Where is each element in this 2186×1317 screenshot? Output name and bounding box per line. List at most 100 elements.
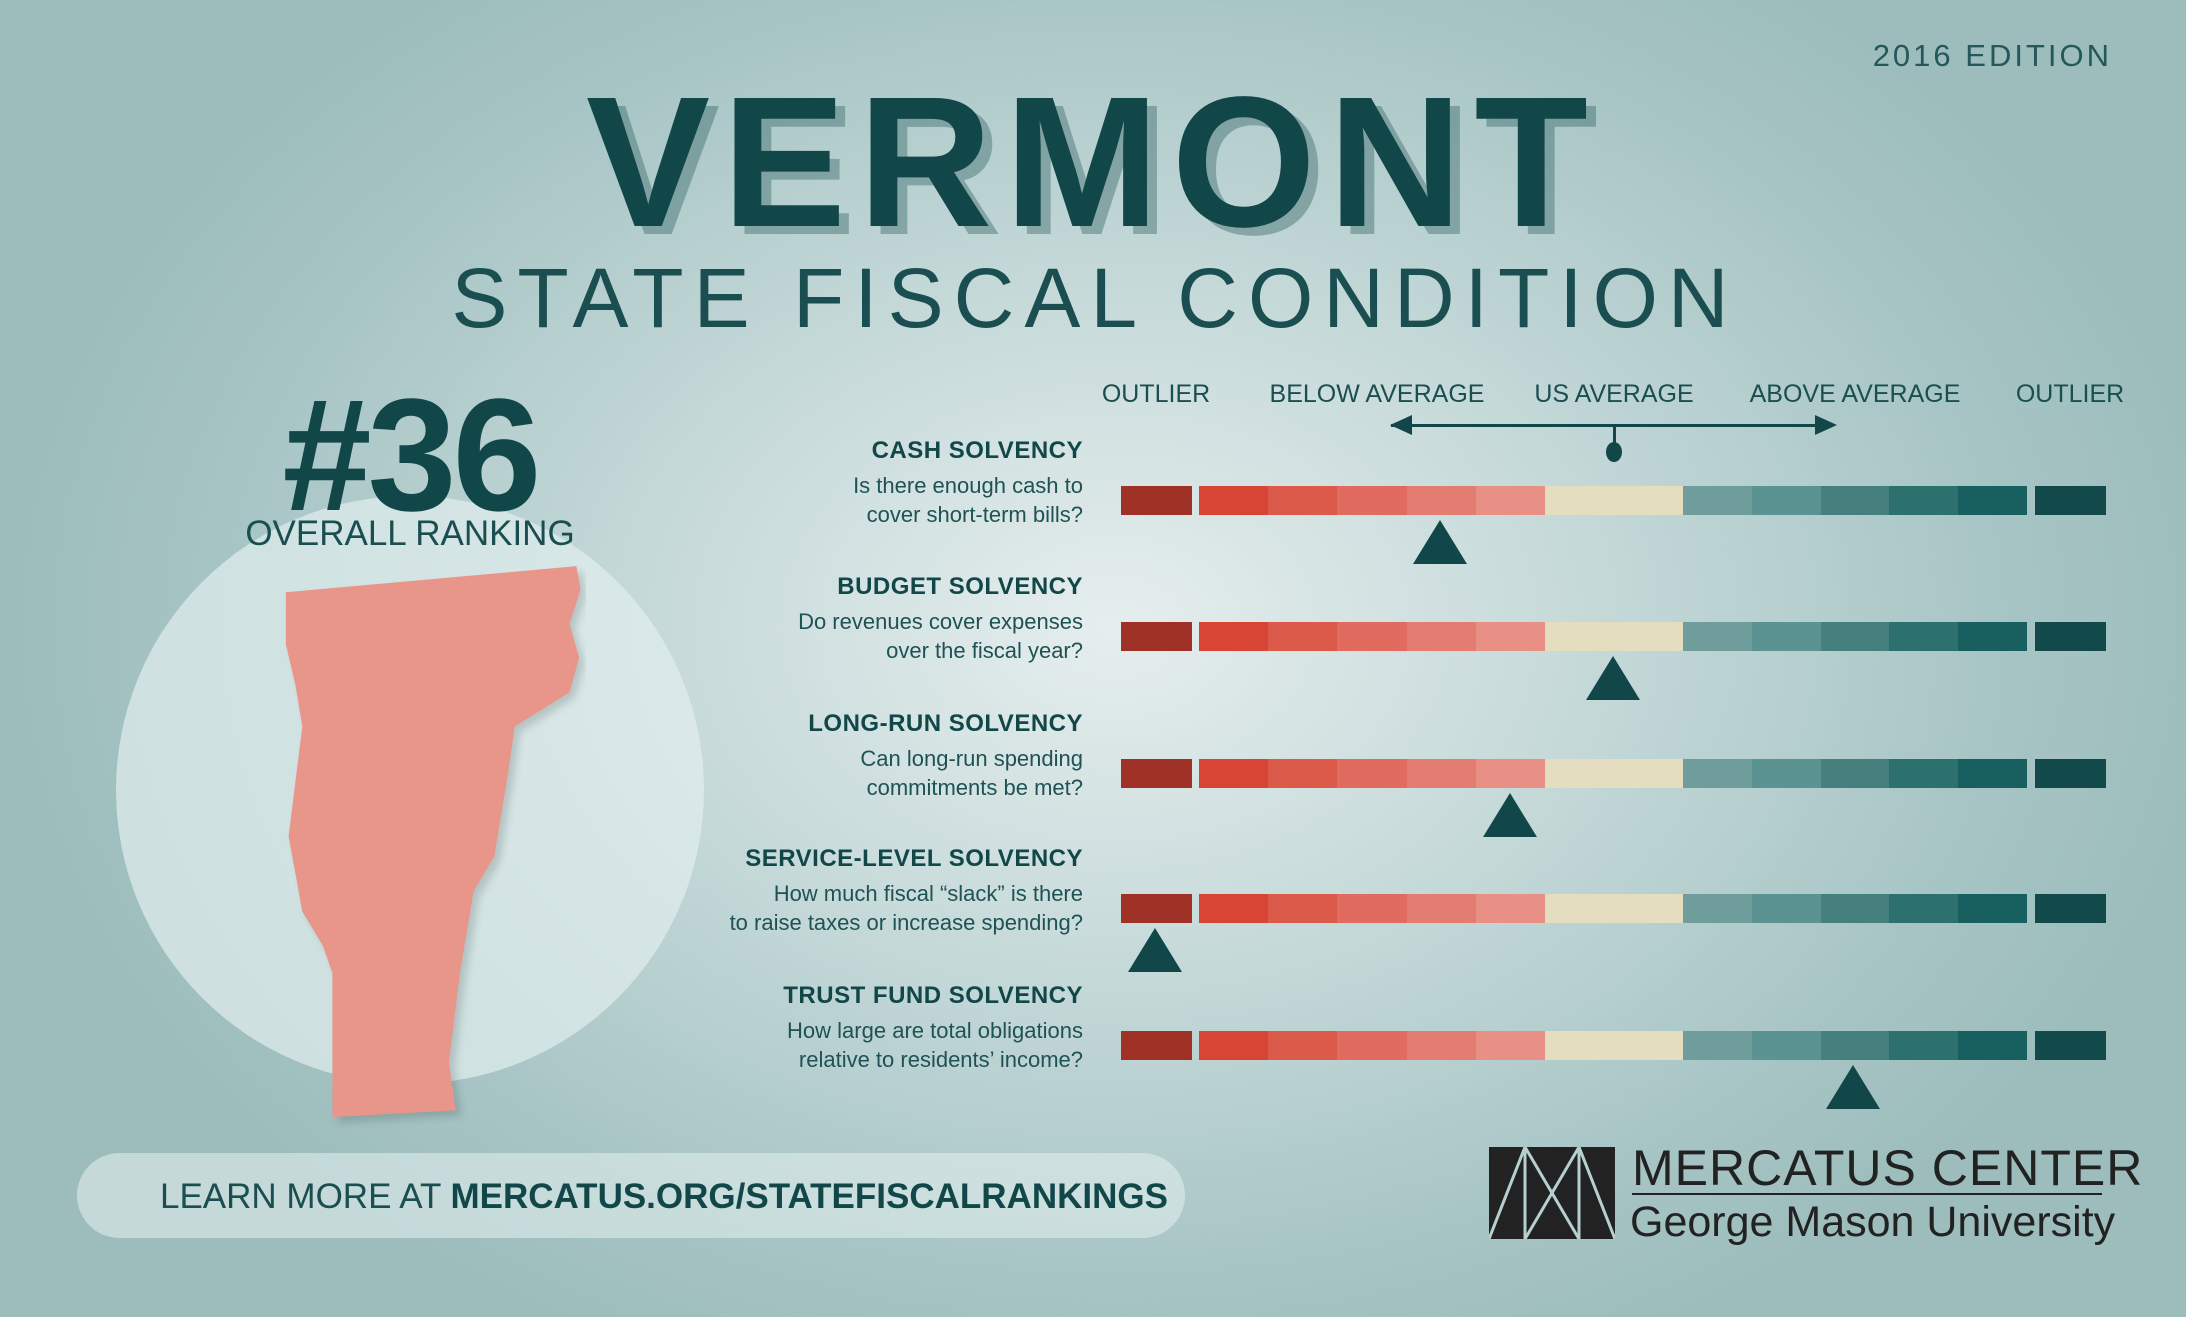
position-marker-triangle-icon bbox=[1586, 656, 1640, 700]
scale-segment bbox=[1958, 622, 2028, 651]
metric-row: CASH SOLVENCY Is there enough cash to cov… bbox=[0, 433, 2186, 564]
scale-segment bbox=[1545, 894, 1615, 923]
scale-segment bbox=[1406, 894, 1477, 923]
scale-segment bbox=[1406, 759, 1477, 788]
metric-description: Can long-run spending commitments be met? bbox=[808, 744, 1083, 802]
scale-segment bbox=[1751, 622, 1822, 651]
metric-description: How much fiscal “slack” is there to raise… bbox=[730, 879, 1083, 937]
scale-segment bbox=[2035, 759, 2106, 788]
scale-label-above-average: ABOVE AVERAGE bbox=[1749, 380, 1961, 408]
scale-segment bbox=[1751, 1031, 1822, 1060]
metric-description-line1: How much fiscal “slack” is there bbox=[773, 881, 1083, 906]
scale-segment bbox=[1475, 1031, 1546, 1060]
metric-description-line1: How large are total obligations bbox=[787, 1018, 1083, 1043]
scale-segment bbox=[1475, 894, 1546, 923]
scale-segment bbox=[1614, 894, 1684, 923]
learn-more-link[interactable]: MERCATUS.ORG/STATEFISCALRANKINGS bbox=[450, 1177, 1168, 1216]
logo-line2: George Mason University bbox=[1630, 1198, 2116, 1246]
scale-label-outlier-high: OUTLIER bbox=[2015, 380, 2125, 408]
scale-segment bbox=[2035, 1031, 2106, 1060]
scale-segment bbox=[1199, 894, 1269, 923]
scale-segment bbox=[1889, 1031, 1959, 1060]
scale-segment bbox=[2035, 894, 2106, 923]
scale-segment bbox=[1614, 486, 1684, 515]
scale-segment bbox=[1820, 759, 1890, 788]
metric-description-line1: Is there enough cash to bbox=[853, 473, 1083, 498]
scale-arrow-line bbox=[1391, 424, 1833, 427]
page-subtitle: STATE FISCAL CONDITION bbox=[451, 251, 1739, 345]
us-average-dot bbox=[1606, 442, 1622, 462]
scale-segment bbox=[1337, 622, 1408, 651]
scale-segment bbox=[1337, 759, 1408, 788]
metric-title: SERVICE-LEVEL SOLVENCY bbox=[745, 845, 1083, 872]
scale-segment bbox=[1406, 1031, 1477, 1060]
metric-label: LONG-RUN SOLVENCY Can long-run spending c… bbox=[808, 710, 1083, 802]
metric-label: SERVICE-LEVEL SOLVENCY How much fiscal “… bbox=[730, 845, 1083, 937]
metric-description: Is there enough cash to cover short-term … bbox=[853, 471, 1083, 529]
scale-segment bbox=[1820, 894, 1890, 923]
position-marker-triangle-icon bbox=[1826, 1065, 1881, 1109]
scale-segment bbox=[1406, 486, 1477, 515]
vermont-state-shape bbox=[285, 566, 581, 1118]
scale-segment bbox=[1121, 622, 1192, 651]
metric-row: SERVICE-LEVEL SOLVENCY How much fiscal “… bbox=[0, 841, 2186, 972]
scale-segment bbox=[1475, 486, 1546, 515]
scale-segment bbox=[1958, 486, 2028, 515]
scale-segment bbox=[1337, 1031, 1408, 1060]
scale-segment bbox=[1614, 1031, 1684, 1060]
scale-segment bbox=[1268, 486, 1338, 515]
scale-segment bbox=[1545, 759, 1615, 788]
scale-segment bbox=[1337, 894, 1408, 923]
scale-segment bbox=[1614, 622, 1684, 651]
metric-label: BUDGET SOLVENCY Do revenues cover expens… bbox=[798, 573, 1083, 665]
scale-segment bbox=[1889, 894, 1959, 923]
scale-segment bbox=[1683, 486, 1753, 515]
metric-scale-bar bbox=[1121, 1031, 2106, 1109]
metric-scale-bar bbox=[1121, 622, 2106, 700]
scale-segment bbox=[1199, 759, 1269, 788]
arrow-left-icon bbox=[1390, 415, 1412, 435]
scale-segment bbox=[1121, 486, 1192, 515]
metric-description-line1: Do revenues cover expenses bbox=[798, 609, 1083, 634]
scale-segment bbox=[1199, 486, 1269, 515]
scale-segment bbox=[1406, 622, 1477, 651]
position-marker-triangle-icon bbox=[1128, 928, 1183, 972]
scale-segment bbox=[1199, 622, 1269, 651]
scale-segment bbox=[1751, 759, 1822, 788]
metric-description-line2: commitments be met? bbox=[866, 775, 1083, 800]
metric-scale-bar bbox=[1121, 759, 2106, 837]
metric-title: CASH SOLVENCY bbox=[871, 437, 1083, 464]
position-marker-triangle-icon bbox=[1482, 793, 1537, 837]
scale-segment bbox=[1268, 894, 1338, 923]
learn-more-text: LEARN MORE AT MERCATUS.ORG/STATEFISCALRA… bbox=[160, 1177, 1168, 1217]
us-average-tick bbox=[1613, 425, 1616, 445]
metric-title: BUDGET SOLVENCY bbox=[837, 573, 1083, 600]
scale-segment bbox=[1121, 759, 1192, 788]
scale-segment bbox=[1475, 759, 1546, 788]
scale-segment bbox=[1121, 894, 1192, 923]
metric-scale-bar bbox=[1121, 486, 2106, 564]
metric-description-line2: relative to residents’ income? bbox=[798, 1047, 1083, 1072]
edition-label: 2016 EDITION bbox=[1872, 38, 2112, 73]
position-marker-triangle-icon bbox=[1412, 520, 1467, 564]
scale-segment bbox=[1268, 622, 1338, 651]
scale-segment bbox=[1683, 622, 1753, 651]
metric-description-line1: Can long-run spending bbox=[860, 746, 1083, 771]
metric-description-line2: cover short-term bills? bbox=[866, 502, 1083, 527]
scale-segment bbox=[1683, 1031, 1753, 1060]
scale-segment bbox=[1121, 1031, 1192, 1060]
scale-segment bbox=[1545, 486, 1615, 515]
scale-segment bbox=[1820, 486, 1890, 515]
mercatus-logo-mark-icon bbox=[1489, 1147, 1615, 1239]
scale-segment bbox=[1820, 1031, 1890, 1060]
scale-segment bbox=[1889, 759, 1959, 788]
mercatus-logo: MERCATUS CENTER George Mason University bbox=[1489, 1140, 2142, 1248]
scale-segment bbox=[2035, 486, 2106, 515]
arrow-right-icon bbox=[1815, 415, 1837, 435]
scale-segment bbox=[1545, 1031, 1615, 1060]
learn-more-prefix: LEARN MORE AT bbox=[160, 1177, 451, 1216]
metric-row: TRUST FUND SOLVENCY How large are total … bbox=[0, 978, 2186, 1109]
scale-label-outlier-low: OUTLIER bbox=[1101, 380, 1211, 408]
scale-segment bbox=[1751, 894, 1822, 923]
scale-segment bbox=[1337, 486, 1408, 515]
